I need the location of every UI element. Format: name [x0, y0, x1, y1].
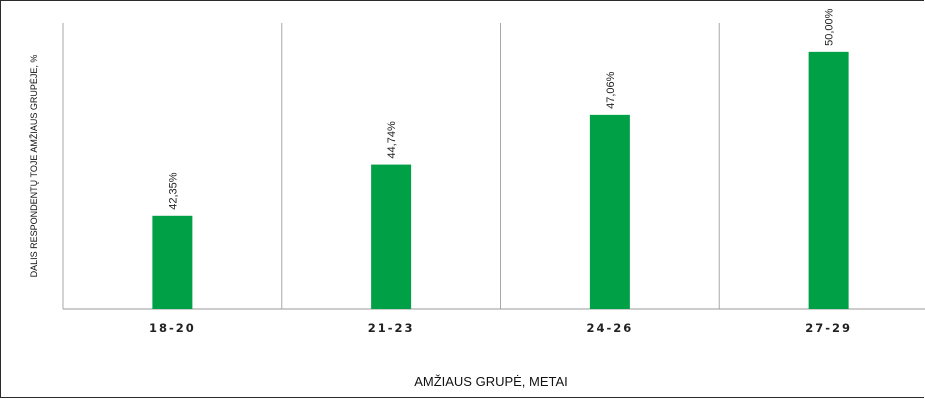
x-tick-label-18-20: 18-20 — [149, 321, 196, 335]
bar-21-23 — [371, 164, 412, 309]
data-label-24-26: 47,06% — [605, 71, 617, 109]
data-label-27-29: 50,00% — [824, 8, 836, 46]
bar-24-26 — [589, 114, 630, 309]
x-tick-label-27-29: 27-29 — [805, 321, 852, 335]
data-label-18-20: 42,35% — [167, 172, 179, 210]
x-tick-label-21-23: 21-23 — [368, 321, 415, 335]
bar-27-29 — [808, 51, 849, 309]
x-tick-label-24-26: 24-26 — [586, 321, 633, 335]
bar-18-20 — [152, 215, 193, 309]
x-axis-title: AMŽIAUS GRUPĖ, METAI — [414, 374, 568, 389]
y-axis-title: DALIS RESPONDENTŲ TOJE AMŽIAUS GRUPĖJE, … — [29, 55, 39, 278]
data-label-21-23: 44,74% — [386, 121, 398, 159]
